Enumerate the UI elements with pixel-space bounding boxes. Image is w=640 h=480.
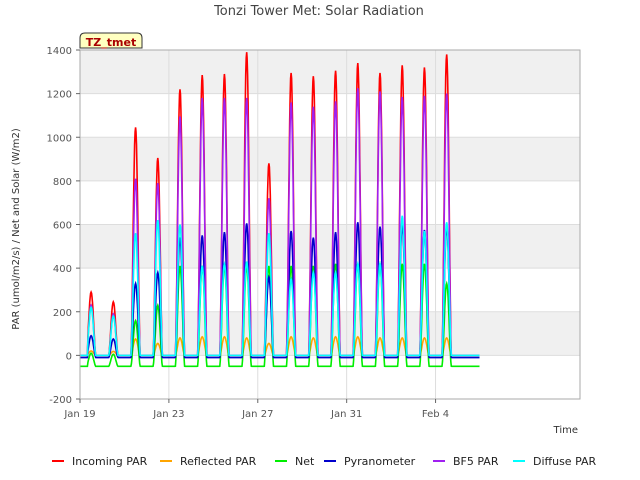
legend-item-reflected-par: Reflected PAR — [160, 455, 257, 468]
legend-label: Pyranometer — [344, 455, 416, 468]
y-tick-label: 1000 — [47, 133, 72, 144]
y-tick-label: -200 — [49, 395, 72, 406]
plot-band — [80, 311, 580, 356]
y-tick-label: 1400 — [47, 46, 72, 57]
site-badge-shape — [79, 32, 143, 49]
x-tick-label: Feb 4 — [422, 409, 449, 420]
y-tick-label: 200 — [53, 308, 72, 319]
x-tick-label: Jan 23 — [152, 409, 184, 420]
legend-label: BF5 PAR — [453, 455, 499, 468]
y-tick-label: 600 — [53, 221, 72, 232]
legend-item-bf5-par: BF5 PAR — [433, 455, 499, 468]
y-tick-label: 0 — [66, 351, 72, 362]
site-badge-text: TZ_tmet — [86, 36, 136, 49]
plot-band — [80, 137, 580, 181]
legend-item-net: Net — [275, 455, 315, 468]
plot-band — [80, 268, 580, 312]
x-tick-label: Jan 19 — [63, 409, 95, 420]
series-line-pyranometer — [80, 222, 480, 359]
legend-label: Incoming PAR — [72, 455, 148, 468]
y-tick-label: 800 — [53, 177, 72, 188]
legend-label: Diffuse PAR — [533, 455, 597, 468]
plot-band — [80, 50, 580, 94]
plot-band — [80, 93, 580, 138]
legend-label: Net — [295, 455, 315, 468]
chart-title: Tonzi Tower Met: Solar Radiation — [213, 4, 424, 19]
plot-band — [80, 180, 580, 225]
plot-band — [80, 355, 580, 399]
x-axis-ticks: Jan 19 Jan 23 Jan 27 Jan 31 Feb 4 — [63, 399, 449, 420]
legend-item-diffuse-par: Diffuse PAR — [513, 455, 597, 468]
series-line-diffuse-par — [80, 215, 480, 357]
site-badge: TZ_tmet — [79, 32, 143, 49]
y-axis-ticks: -200 0 200 400 600 800 1000 1200 1400 — [47, 46, 80, 406]
legend: Incoming PAR Reflected PAR Net Pyranometer B… — [52, 455, 597, 468]
series-line-net — [80, 260, 480, 368]
plot-background — [80, 50, 580, 399]
plot-band — [80, 224, 580, 269]
series-layer — [80, 52, 480, 368]
legend-item-pyranometer: Pyranometer — [324, 455, 416, 468]
x-axis-label: Time — [553, 425, 578, 436]
legend-item-incoming-par: Incoming PAR — [52, 455, 148, 468]
legend-label: Reflected PAR — [180, 455, 257, 468]
x-tick-label: Jan 31 — [330, 409, 362, 420]
x-tick-label: Jan 27 — [241, 409, 273, 420]
y-tick-label: 400 — [53, 264, 72, 275]
y-tick-label: 1200 — [47, 90, 72, 101]
y-axis-label: PAR (umol/m2/s) / Net and Solar (W/m2) — [11, 128, 22, 330]
